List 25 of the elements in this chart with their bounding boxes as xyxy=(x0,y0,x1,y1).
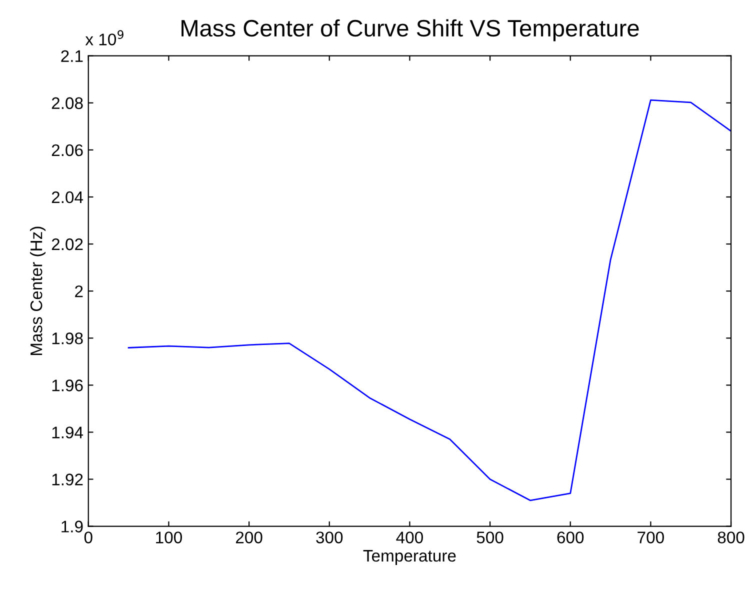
y-tick-label: 2 xyxy=(75,285,83,298)
y-tick-label: 2.02 xyxy=(52,238,83,250)
y-tick-label: 2.1 xyxy=(61,50,83,62)
y-tick-label: 1.96 xyxy=(52,380,83,392)
y-tick-label: 2.04 xyxy=(52,191,84,204)
x-axis-title: Temperature xyxy=(363,550,456,565)
x-tick-label: 800 xyxy=(718,532,744,544)
x-tick-label: 300 xyxy=(316,532,343,544)
y-tick-label: 2.08 xyxy=(52,97,83,110)
x-tick-label: 700 xyxy=(638,532,664,544)
x-tick-label: 400 xyxy=(396,532,423,544)
y-axis-title: Mass Center (Hz) xyxy=(30,226,46,355)
x-tick-label: 500 xyxy=(476,532,504,544)
y-tick-label: 1.94 xyxy=(52,426,84,438)
text: x 10$^{9}$ xyxy=(85,30,124,46)
x-tick-label: 200 xyxy=(236,532,262,544)
y-tick-label: 1.98 xyxy=(52,332,83,344)
y-tick-label: 2.06 xyxy=(52,144,83,156)
y-tick-label: 1.92 xyxy=(52,474,83,486)
y-tick-label: 1.9 xyxy=(62,520,83,532)
line-series xyxy=(128,99,732,502)
x-tick-label: 100 xyxy=(156,532,182,544)
x-tick-label: 600 xyxy=(557,532,584,544)
x-tick-label: 0 xyxy=(84,532,92,544)
chart-title: Mass Center of Curve Shift VS Temperature xyxy=(182,19,639,42)
